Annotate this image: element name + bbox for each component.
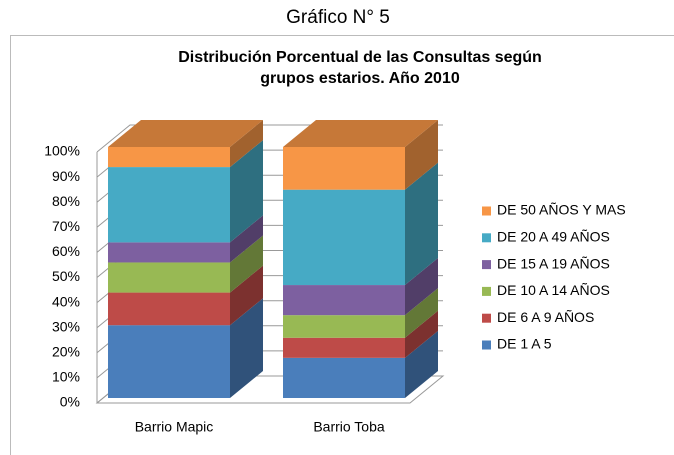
bar-segment-side [230,298,263,398]
y-tick-label: 70% [52,218,80,234]
y-tick-label: 10% [52,369,80,385]
bar-segment-side [405,162,438,286]
y-tick-label: 60% [52,243,80,259]
legend-label: DE 10 A 14 AÑOS [497,282,610,298]
bar-segment-side [230,120,263,168]
y-tick-label: 0% [60,394,80,410]
bar-segment-side [405,120,438,190]
bar-segment [108,167,230,243]
legend-label: DE 6 A 9 AÑOS [497,309,594,325]
bar-segment-side [230,235,263,293]
bar-segment [283,337,405,358]
legend-label: DE 1 A 5 [497,336,552,352]
legend-swatch [482,233,491,243]
bar-segment [283,189,405,286]
legend-swatch [482,206,491,216]
chart-title: Distribución Porcentual de las Consultas… [178,49,542,66]
bar-segment [108,242,230,263]
bar-segment [108,147,230,168]
legend-swatch [482,313,491,323]
x-tick-label: Barrio Toba [313,419,385,435]
bar-segment-top [108,120,263,147]
bar-segment [283,147,405,190]
legend-swatch [482,340,491,350]
bar-segment-top [283,120,438,147]
y-tick-label: 100% [44,143,80,159]
heading: Gráfico N° 5 [286,7,390,28]
y-tick-label: 20% [52,344,80,360]
legend-swatch [482,286,491,296]
y-tick-label: 90% [52,168,80,184]
bar-segment-side [405,258,438,316]
y-tick-label: 80% [52,193,80,209]
y-tick-label: 50% [52,268,80,284]
legend-swatch [482,260,491,270]
bar-segment [108,292,230,326]
bar-segment-side [230,140,263,243]
bar-segment [283,285,405,316]
bar-segment-side [405,288,438,338]
bar-segment-side [230,265,263,326]
bar-segment-side [230,215,263,263]
y-tick-label: 40% [52,293,80,309]
bar-segment-side [405,330,438,398]
legend-label: DE 15 A 19 AÑOS [497,255,610,271]
chart-title: grupos estarios. Año 2010 [260,70,460,87]
bar-segment [283,315,405,338]
bar-segment [108,262,230,293]
x-tick-label: Barrio Mapic [135,419,214,435]
bar-segment [283,357,405,398]
bar-segment-side [405,310,438,358]
legend-label: DE 50 AÑOS Y MAS [497,202,626,218]
y-tick-label: 30% [52,318,80,334]
bar-segment [108,325,230,398]
chart-border [10,35,674,455]
legend-label: DE 20 A 49 AÑOS [497,229,610,245]
